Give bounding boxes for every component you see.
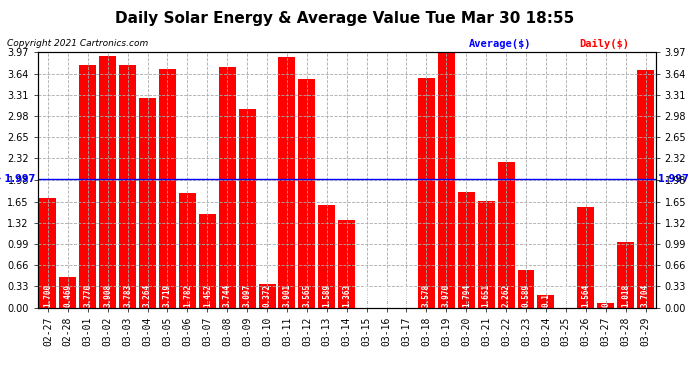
Bar	[457, 192, 475, 308]
Bar	[598, 303, 614, 307]
Text: Copyright 2021 Cartronics.com: Copyright 2021 Cartronics.com	[7, 39, 148, 48]
Text: 3.719: 3.719	[163, 284, 172, 307]
Text: 0.000: 0.000	[562, 284, 571, 307]
Text: 1.564: 1.564	[581, 284, 590, 307]
Text: 0.000: 0.000	[382, 284, 391, 307]
Bar	[59, 278, 77, 308]
Bar	[578, 207, 594, 308]
Text: 3.908: 3.908	[104, 284, 112, 307]
Text: 3.744: 3.744	[223, 284, 232, 307]
Bar	[538, 295, 554, 307]
Text: 0.469: 0.469	[63, 284, 72, 307]
Text: 0.372: 0.372	[262, 284, 272, 307]
Bar	[99, 57, 116, 308]
Text: Daily Solar Energy & Average Value Tue Mar 30 18:55: Daily Solar Energy & Average Value Tue M…	[115, 11, 575, 26]
Bar	[239, 109, 255, 308]
Text: 0.000: 0.000	[402, 284, 411, 307]
Text: → 1.997: → 1.997	[0, 174, 35, 184]
Text: 3.264: 3.264	[143, 284, 152, 307]
Text: 1.363: 1.363	[342, 284, 351, 307]
Bar	[39, 198, 57, 308]
Bar	[438, 53, 455, 308]
Text: 3.097: 3.097	[243, 284, 252, 307]
Text: 1.589: 1.589	[322, 284, 331, 307]
Text: 3.578: 3.578	[422, 284, 431, 307]
Bar	[159, 69, 176, 308]
Bar	[219, 67, 236, 308]
Bar	[79, 65, 96, 308]
Bar	[477, 201, 495, 308]
Bar	[338, 220, 355, 308]
Bar	[279, 57, 295, 308]
Bar	[637, 70, 654, 308]
Text: 1.452: 1.452	[203, 284, 212, 307]
Text: 3.970: 3.970	[442, 284, 451, 307]
Bar	[179, 193, 196, 308]
Bar	[617, 242, 634, 308]
Bar	[259, 284, 275, 308]
Text: Daily($): Daily($)	[580, 39, 629, 50]
Bar	[418, 78, 435, 308]
Bar	[119, 64, 136, 308]
Bar	[318, 206, 335, 308]
Bar	[497, 162, 515, 308]
Bar	[139, 98, 156, 308]
Text: 3.704: 3.704	[641, 284, 650, 307]
Text: 1.018: 1.018	[621, 284, 630, 307]
Text: 3.770: 3.770	[83, 284, 92, 307]
Text: 3.901: 3.901	[282, 284, 291, 307]
Text: 3.783: 3.783	[123, 284, 132, 307]
Text: 1.651: 1.651	[482, 284, 491, 307]
Text: 0.193: 0.193	[542, 284, 551, 307]
Text: 0.589: 0.589	[522, 284, 531, 307]
Bar	[518, 270, 535, 308]
Text: 1.782: 1.782	[183, 284, 192, 307]
Text: 2.262: 2.262	[502, 284, 511, 307]
Text: 3.565: 3.565	[302, 284, 311, 307]
Bar	[199, 214, 216, 308]
Text: 0.075: 0.075	[601, 284, 610, 307]
Text: 1.794: 1.794	[462, 284, 471, 307]
Text: Average($): Average($)	[469, 39, 532, 50]
Text: 0.000: 0.000	[362, 284, 371, 307]
Text: 1.997 ←: 1.997 ←	[658, 174, 690, 184]
Text: 1.700: 1.700	[43, 284, 52, 307]
Bar	[298, 78, 315, 308]
